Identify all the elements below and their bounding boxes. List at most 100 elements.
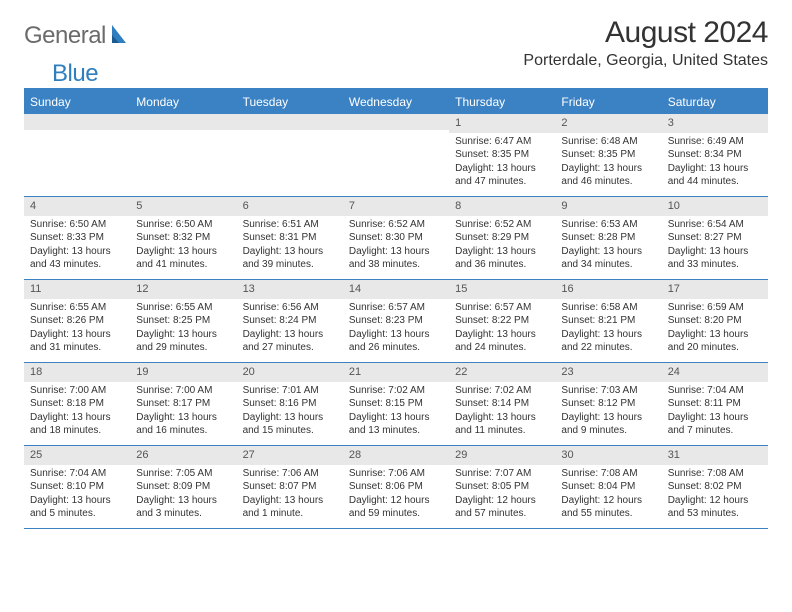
- day-number: 8: [449, 197, 555, 216]
- day-line: Sunrise: 7:01 AM: [243, 384, 337, 398]
- day-number: 10: [662, 197, 768, 216]
- day-number: 12: [130, 280, 236, 299]
- day-line: Sunset: 8:34 PM: [668, 148, 762, 162]
- day-header-thu: Thursday: [449, 90, 555, 114]
- day-line: Daylight: 12 hours and 57 minutes.: [455, 494, 549, 521]
- day-body: Sunrise: 6:57 AMSunset: 8:23 PMDaylight:…: [343, 299, 449, 359]
- day-number: [343, 114, 449, 130]
- day-line: Sunset: 8:28 PM: [561, 231, 655, 245]
- day-body: Sunrise: 6:47 AMSunset: 8:35 PMDaylight:…: [449, 133, 555, 193]
- day-body: Sunrise: 6:52 AMSunset: 8:29 PMDaylight:…: [449, 216, 555, 276]
- day-line: Sunrise: 6:56 AM: [243, 301, 337, 315]
- day-number: [130, 114, 236, 130]
- day-line: Daylight: 13 hours and 22 minutes.: [561, 328, 655, 355]
- day-cell: 11Sunrise: 6:55 AMSunset: 8:26 PMDayligh…: [24, 280, 130, 362]
- day-cell: [24, 114, 130, 196]
- day-cell: 3Sunrise: 6:49 AMSunset: 8:34 PMDaylight…: [662, 114, 768, 196]
- day-number: [237, 114, 343, 130]
- week-row: 1Sunrise: 6:47 AMSunset: 8:35 PMDaylight…: [24, 114, 768, 197]
- day-line: Sunrise: 6:57 AM: [455, 301, 549, 315]
- day-cell: 26Sunrise: 7:05 AMSunset: 8:09 PMDayligh…: [130, 446, 236, 528]
- day-cell: 14Sunrise: 6:57 AMSunset: 8:23 PMDayligh…: [343, 280, 449, 362]
- day-header-sat: Saturday: [662, 90, 768, 114]
- day-line: Sunset: 8:15 PM: [349, 397, 443, 411]
- day-number: 7: [343, 197, 449, 216]
- day-line: Daylight: 13 hours and 27 minutes.: [243, 328, 337, 355]
- day-line: Sunrise: 6:50 AM: [136, 218, 230, 232]
- day-body: Sunrise: 6:48 AMSunset: 8:35 PMDaylight:…: [555, 133, 661, 193]
- day-line: Daylight: 13 hours and 38 minutes.: [349, 245, 443, 272]
- day-line: Sunset: 8:24 PM: [243, 314, 337, 328]
- day-line: Sunset: 8:32 PM: [136, 231, 230, 245]
- day-line: Daylight: 13 hours and 26 minutes.: [349, 328, 443, 355]
- day-number: 5: [130, 197, 236, 216]
- day-body: Sunrise: 6:59 AMSunset: 8:20 PMDaylight:…: [662, 299, 768, 359]
- day-line: Daylight: 13 hours and 16 minutes.: [136, 411, 230, 438]
- day-cell: 9Sunrise: 6:53 AMSunset: 8:28 PMDaylight…: [555, 197, 661, 279]
- day-cell: 1Sunrise: 6:47 AMSunset: 8:35 PMDaylight…: [449, 114, 555, 196]
- day-body: Sunrise: 7:07 AMSunset: 8:05 PMDaylight:…: [449, 465, 555, 525]
- day-line: Daylight: 13 hours and 46 minutes.: [561, 162, 655, 189]
- day-line: Daylight: 13 hours and 1 minute.: [243, 494, 337, 521]
- day-line: Sunrise: 7:04 AM: [668, 384, 762, 398]
- day-line: Sunrise: 7:08 AM: [561, 467, 655, 481]
- day-line: Daylight: 13 hours and 31 minutes.: [30, 328, 124, 355]
- day-line: Sunrise: 7:00 AM: [136, 384, 230, 398]
- day-number: 20: [237, 363, 343, 382]
- day-number: 4: [24, 197, 130, 216]
- day-body: Sunrise: 7:02 AMSunset: 8:15 PMDaylight:…: [343, 382, 449, 442]
- day-cell: 28Sunrise: 7:06 AMSunset: 8:06 PMDayligh…: [343, 446, 449, 528]
- day-number: 14: [343, 280, 449, 299]
- day-number: 22: [449, 363, 555, 382]
- day-line: Sunset: 8:14 PM: [455, 397, 549, 411]
- day-cell: 6Sunrise: 6:51 AMSunset: 8:31 PMDaylight…: [237, 197, 343, 279]
- day-number: 29: [449, 446, 555, 465]
- day-body: Sunrise: 7:05 AMSunset: 8:09 PMDaylight:…: [130, 465, 236, 525]
- day-line: Sunrise: 7:06 AM: [349, 467, 443, 481]
- day-body: Sunrise: 6:50 AMSunset: 8:32 PMDaylight:…: [130, 216, 236, 276]
- day-line: Daylight: 13 hours and 44 minutes.: [668, 162, 762, 189]
- day-line: Sunset: 8:04 PM: [561, 480, 655, 494]
- day-cell: 22Sunrise: 7:02 AMSunset: 8:14 PMDayligh…: [449, 363, 555, 445]
- day-body: Sunrise: 6:49 AMSunset: 8:34 PMDaylight:…: [662, 133, 768, 193]
- day-number: 3: [662, 114, 768, 133]
- day-body: Sunrise: 7:02 AMSunset: 8:14 PMDaylight:…: [449, 382, 555, 442]
- day-headers: Sunday Monday Tuesday Wednesday Thursday…: [24, 90, 768, 114]
- day-cell: 23Sunrise: 7:03 AMSunset: 8:12 PMDayligh…: [555, 363, 661, 445]
- logo-text-blue: Blue: [52, 60, 98, 88]
- day-cell: 19Sunrise: 7:00 AMSunset: 8:17 PMDayligh…: [130, 363, 236, 445]
- day-cell: 30Sunrise: 7:08 AMSunset: 8:04 PMDayligh…: [555, 446, 661, 528]
- day-line: Daylight: 13 hours and 7 minutes.: [668, 411, 762, 438]
- day-line: Sunset: 8:16 PM: [243, 397, 337, 411]
- day-cell: 4Sunrise: 6:50 AMSunset: 8:33 PMDaylight…: [24, 197, 130, 279]
- day-line: Sunrise: 6:52 AM: [455, 218, 549, 232]
- day-line: Daylight: 13 hours and 36 minutes.: [455, 245, 549, 272]
- title-block: August 2024 Porterdale, Georgia, United …: [523, 16, 768, 70]
- day-line: Daylight: 13 hours and 29 minutes.: [136, 328, 230, 355]
- day-line: Sunset: 8:31 PM: [243, 231, 337, 245]
- weeks-container: 1Sunrise: 6:47 AMSunset: 8:35 PMDaylight…: [24, 114, 768, 529]
- location: Porterdale, Georgia, United States: [523, 52, 768, 70]
- day-cell: 5Sunrise: 6:50 AMSunset: 8:32 PMDaylight…: [130, 197, 236, 279]
- day-body: Sunrise: 7:00 AMSunset: 8:18 PMDaylight:…: [24, 382, 130, 442]
- day-body: Sunrise: 6:56 AMSunset: 8:24 PMDaylight:…: [237, 299, 343, 359]
- day-body: Sunrise: 7:04 AMSunset: 8:11 PMDaylight:…: [662, 382, 768, 442]
- day-number: 30: [555, 446, 661, 465]
- day-body: Sunrise: 7:03 AMSunset: 8:12 PMDaylight:…: [555, 382, 661, 442]
- day-body: Sunrise: 6:52 AMSunset: 8:30 PMDaylight:…: [343, 216, 449, 276]
- day-line: Daylight: 13 hours and 13 minutes.: [349, 411, 443, 438]
- day-cell: 27Sunrise: 7:06 AMSunset: 8:07 PMDayligh…: [237, 446, 343, 528]
- day-body: Sunrise: 6:55 AMSunset: 8:25 PMDaylight:…: [130, 299, 236, 359]
- day-line: Sunrise: 7:00 AM: [30, 384, 124, 398]
- day-line: Daylight: 13 hours and 47 minutes.: [455, 162, 549, 189]
- week-row: 11Sunrise: 6:55 AMSunset: 8:26 PMDayligh…: [24, 280, 768, 363]
- day-body: Sunrise: 7:06 AMSunset: 8:06 PMDaylight:…: [343, 465, 449, 525]
- day-line: Sunset: 8:27 PM: [668, 231, 762, 245]
- day-body: [24, 130, 130, 136]
- day-line: Sunrise: 6:49 AM: [668, 135, 762, 149]
- day-line: Sunset: 8:26 PM: [30, 314, 124, 328]
- day-line: Sunrise: 7:05 AM: [136, 467, 230, 481]
- day-number: 25: [24, 446, 130, 465]
- day-header-wed: Wednesday: [343, 90, 449, 114]
- day-line: Sunset: 8:30 PM: [349, 231, 443, 245]
